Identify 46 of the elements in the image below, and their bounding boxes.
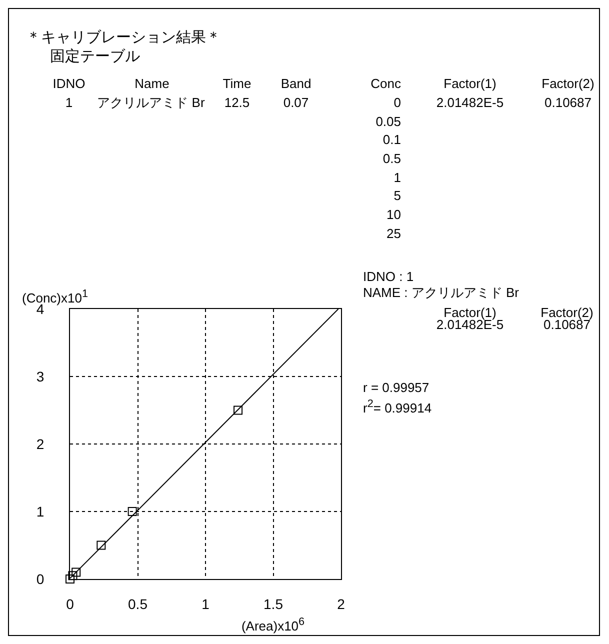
y-tick-label: 3	[36, 368, 44, 384]
point	[66, 574, 74, 584]
point	[68, 571, 78, 580]
text: IDNO : 1	[363, 269, 414, 285]
text: 2.01482E-5	[436, 95, 504, 111]
chart-title: ＊キャリブレーション結果＊	[26, 29, 221, 46]
point	[234, 406, 243, 415]
text: r$^{2}$= 0.99914	[363, 397, 432, 416]
text: Factor(1)	[444, 76, 496, 92]
text: r = 0.99957	[363, 380, 430, 396]
text: 10	[386, 207, 401, 223]
x-tick-label: 1	[202, 596, 210, 612]
text: Factor(2)	[540, 305, 594, 320]
text: Time	[222, 76, 252, 92]
point	[128, 507, 137, 516]
text: 0.1	[382, 132, 401, 148]
text: 1	[65, 95, 73, 111]
text: IDNO	[52, 76, 86, 92]
text: Band	[280, 76, 312, 92]
text: Conc	[370, 76, 401, 92]
text: 25	[386, 226, 401, 242]
text: 0.10687	[544, 95, 592, 111]
x-tick-label: 1.5	[264, 596, 284, 612]
chart-subtitle: 固定テーブル	[50, 48, 140, 65]
y-axis-title: (Conc)x10$^{1}$	[22, 287, 88, 306]
point	[72, 568, 81, 577]
y-tick-label: 1	[36, 503, 44, 520]
x-tick-label: 2	[337, 596, 346, 612]
text: 0	[394, 95, 401, 111]
text: Name	[134, 76, 170, 92]
text: 0.5	[382, 151, 401, 167]
text: 0.05	[376, 114, 401, 130]
point	[96, 540, 106, 550]
x-tick-label: 0.5	[128, 596, 148, 612]
text: Factor(2)	[542, 76, 594, 92]
text: 5	[394, 188, 401, 204]
text: 12.5	[224, 95, 250, 111]
y-tick-label: 2	[36, 436, 44, 452]
x-axis-title: (Area)x10$^{6}$	[241, 615, 305, 634]
y-tick-label: 0	[36, 570, 44, 587]
text: 1	[394, 170, 401, 186]
text: NAME : アクリルアミド Br	[363, 285, 520, 301]
text: 0.07	[283, 95, 309, 111]
text: Factor(1)	[444, 305, 496, 320]
text: アクリルアミド Br	[97, 95, 205, 111]
x-tick-label: 0	[66, 596, 74, 612]
